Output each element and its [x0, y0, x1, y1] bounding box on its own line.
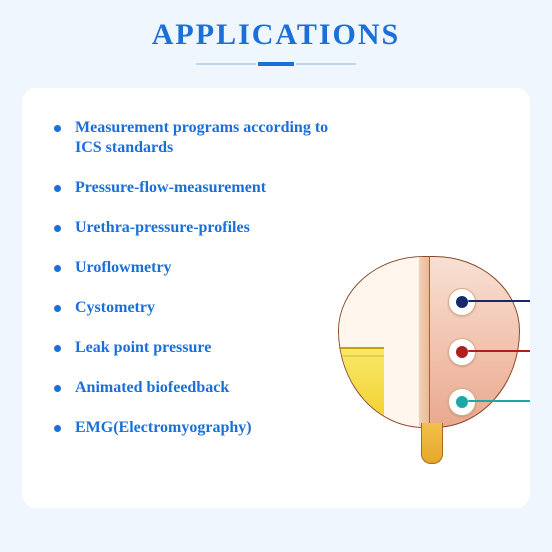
list-item: Cystometry	[54, 298, 354, 318]
list-item-label: Uroflowmetry	[75, 258, 172, 278]
bullet-icon	[54, 125, 61, 132]
bullet-icon	[54, 425, 61, 432]
sensor-probe-3-icon	[448, 388, 476, 416]
list-item: Leak point pressure	[54, 338, 354, 358]
list-item-label: Urethra-pressure-profiles	[75, 218, 250, 238]
sensor-probe-2-icon	[448, 338, 476, 366]
sensor-probe-1-icon	[448, 288, 476, 316]
page-title: APPLICATIONS	[0, 18, 552, 52]
bullet-icon	[54, 225, 61, 232]
urine-fill	[339, 347, 384, 427]
list-item-label: Pressure-flow-measurement	[75, 178, 266, 198]
bullet-icon	[54, 305, 61, 312]
lead-wire-3-icon	[468, 400, 530, 402]
list-item-label: EMG(Electromyography)	[75, 418, 252, 438]
lead-wire-1-icon	[468, 300, 530, 302]
list-item: Measurement programs according to ICS st…	[54, 118, 354, 158]
bullet-icon	[54, 345, 61, 352]
list-item-label: Animated biofeedback	[75, 378, 229, 398]
list-item: Animated biofeedback	[54, 378, 354, 398]
bladder-neck-icon	[421, 423, 443, 464]
applications-card: Measurement programs according to ICS st…	[22, 88, 530, 508]
bladder-body-icon	[338, 256, 520, 428]
page-header: APPLICATIONS	[0, 0, 552, 66]
list-item: Uroflowmetry	[54, 258, 354, 278]
lead-wire-2-icon	[468, 350, 530, 352]
list-item: EMG(Electromyography)	[54, 418, 354, 438]
list-item-label: Measurement programs according to ICS st…	[75, 118, 354, 158]
bladder-illustration	[312, 244, 530, 464]
list-item-label: Cystometry	[75, 298, 155, 318]
list-item: Pressure-flow-measurement	[54, 178, 354, 198]
bullet-icon	[54, 265, 61, 272]
bullet-icon	[54, 185, 61, 192]
list-item-label: Leak point pressure	[75, 338, 211, 358]
title-divider	[258, 62, 294, 66]
list-item: Urethra-pressure-profiles	[54, 218, 354, 238]
bullet-icon	[54, 385, 61, 392]
bladder-cutaway	[339, 257, 430, 427]
